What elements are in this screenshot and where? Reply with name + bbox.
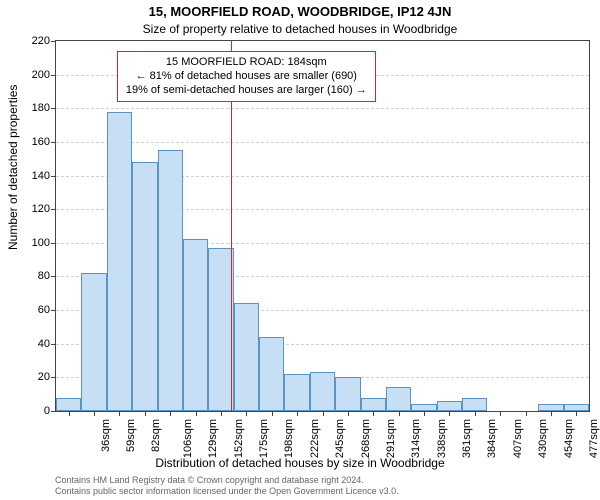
histogram-bar bbox=[437, 401, 462, 411]
histogram-bar bbox=[462, 398, 487, 411]
x-tick-mark bbox=[500, 412, 501, 416]
histogram-bar bbox=[411, 404, 436, 411]
y-tick-mark bbox=[51, 411, 55, 412]
histogram-bar bbox=[386, 387, 411, 411]
y-tick-label: 140 bbox=[20, 170, 50, 182]
histogram-bar bbox=[310, 372, 335, 411]
y-tick-mark bbox=[51, 276, 55, 277]
plot-area: 02040608010012014016018020022036sqm59sqm… bbox=[55, 40, 590, 412]
x-tick-mark bbox=[424, 412, 425, 416]
y-tick-mark bbox=[51, 310, 55, 311]
x-tick-mark bbox=[526, 412, 527, 416]
x-tick-label: 82sqm bbox=[150, 419, 162, 452]
y-tick-label: 160 bbox=[20, 136, 50, 148]
y-tick-mark bbox=[51, 209, 55, 210]
histogram-bar bbox=[284, 374, 309, 411]
x-tick-label: 59sqm bbox=[125, 419, 137, 452]
x-tick-label: 477sqm bbox=[588, 419, 600, 458]
annotation-line-1: 15 MOORFIELD ROAD: 184sqm bbox=[126, 56, 367, 70]
x-tick-mark bbox=[297, 412, 298, 416]
x-tick-mark bbox=[196, 412, 197, 416]
chart-title-sub: Size of property relative to detached ho… bbox=[0, 22, 600, 36]
histogram-bar bbox=[234, 303, 259, 411]
x-tick-mark bbox=[348, 412, 349, 416]
x-tick-label: 268sqm bbox=[360, 419, 372, 458]
chart-title-main: 15, MOORFIELD ROAD, WOODBRIDGE, IP12 4JN bbox=[0, 4, 600, 19]
y-tick-label: 60 bbox=[20, 304, 50, 316]
y-tick-label: 100 bbox=[20, 237, 50, 249]
attribution-line-1: Contains HM Land Registry data © Crown c… bbox=[55, 475, 399, 485]
x-tick-mark bbox=[69, 412, 70, 416]
x-tick-mark bbox=[475, 412, 476, 416]
gridline bbox=[56, 108, 589, 109]
attribution-line-2: Contains public sector information licen… bbox=[55, 486, 399, 496]
x-axis-label: Distribution of detached houses by size … bbox=[0, 456, 600, 470]
y-tick-mark bbox=[51, 75, 55, 76]
x-tick-label: 407sqm bbox=[512, 419, 524, 458]
histogram-bar bbox=[208, 248, 233, 411]
x-tick-mark bbox=[272, 412, 273, 416]
gridline bbox=[56, 142, 589, 143]
histogram-bar bbox=[361, 398, 386, 411]
x-tick-label: 129sqm bbox=[207, 419, 219, 458]
x-tick-label: 245sqm bbox=[334, 419, 346, 458]
x-tick-label: 430sqm bbox=[537, 419, 549, 458]
annotation-line-3: 19% of semi-detached houses are larger (… bbox=[126, 84, 367, 98]
x-tick-mark bbox=[373, 412, 374, 416]
x-tick-label: 36sqm bbox=[100, 419, 112, 452]
x-tick-mark bbox=[399, 412, 400, 416]
x-tick-label: 198sqm bbox=[283, 419, 295, 458]
y-tick-label: 0 bbox=[20, 405, 50, 417]
y-tick-label: 180 bbox=[20, 102, 50, 114]
annotation-box: 15 MOORFIELD ROAD: 184sqm← 81% of detach… bbox=[117, 51, 376, 102]
y-tick-label: 220 bbox=[20, 35, 50, 47]
x-tick-mark bbox=[94, 412, 95, 416]
y-tick-label: 200 bbox=[20, 69, 50, 81]
y-tick-mark bbox=[51, 243, 55, 244]
x-tick-label: 106sqm bbox=[182, 419, 194, 458]
x-tick-mark bbox=[246, 412, 247, 416]
y-axis-label: Number of detached properties bbox=[6, 85, 20, 250]
attribution-text: Contains HM Land Registry data © Crown c… bbox=[55, 475, 399, 496]
x-tick-mark bbox=[551, 412, 552, 416]
histogram-bar bbox=[56, 398, 81, 411]
x-tick-mark bbox=[576, 412, 577, 416]
histogram-bar bbox=[564, 404, 589, 411]
x-tick-mark bbox=[170, 412, 171, 416]
y-tick-mark bbox=[51, 176, 55, 177]
histogram-bar bbox=[259, 337, 284, 411]
x-tick-label: 175sqm bbox=[258, 419, 270, 458]
histogram-bar bbox=[335, 377, 360, 411]
histogram-bar bbox=[132, 162, 157, 411]
chart-container: 15, MOORFIELD ROAD, WOODBRIDGE, IP12 4JN… bbox=[0, 0, 600, 500]
x-tick-label: 152sqm bbox=[233, 419, 245, 458]
y-tick-mark bbox=[51, 344, 55, 345]
x-tick-mark bbox=[323, 412, 324, 416]
x-tick-label: 454sqm bbox=[563, 419, 575, 458]
x-tick-mark bbox=[119, 412, 120, 416]
y-tick-mark bbox=[51, 41, 55, 42]
x-tick-mark bbox=[145, 412, 146, 416]
y-tick-mark bbox=[51, 142, 55, 143]
y-tick-label: 40 bbox=[20, 338, 50, 350]
x-tick-label: 384sqm bbox=[487, 419, 499, 458]
histogram-bar bbox=[538, 404, 563, 411]
annotation-line-2: ← 81% of detached houses are smaller (69… bbox=[126, 70, 367, 84]
x-tick-mark bbox=[221, 412, 222, 416]
x-tick-label: 314sqm bbox=[410, 419, 422, 458]
y-tick-label: 120 bbox=[20, 203, 50, 215]
y-tick-label: 20 bbox=[20, 371, 50, 383]
histogram-bar bbox=[158, 150, 183, 411]
histogram-bar bbox=[183, 239, 208, 411]
x-tick-label: 361sqm bbox=[461, 419, 473, 458]
y-tick-mark bbox=[51, 108, 55, 109]
histogram-bar bbox=[107, 112, 132, 411]
x-tick-label: 222sqm bbox=[309, 419, 321, 458]
x-tick-label: 338sqm bbox=[436, 419, 448, 458]
x-tick-label: 291sqm bbox=[385, 419, 397, 458]
histogram-bar bbox=[81, 273, 106, 411]
x-tick-mark bbox=[449, 412, 450, 416]
y-tick-mark bbox=[51, 377, 55, 378]
y-tick-label: 80 bbox=[20, 270, 50, 282]
